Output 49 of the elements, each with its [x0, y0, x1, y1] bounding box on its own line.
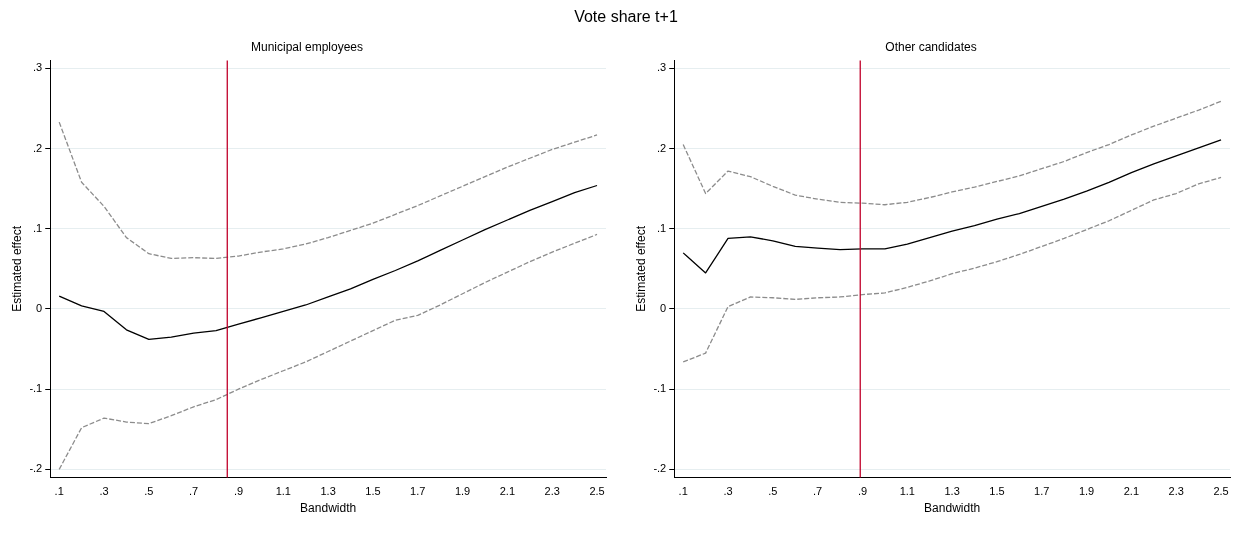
x-tick-label: .3: [99, 485, 109, 498]
x-tick-label: 2.3: [544, 485, 560, 498]
x-tick-label: .9: [857, 485, 868, 498]
x-tick-label: 2.1: [1123, 485, 1140, 498]
x-tick-label: 1.1: [899, 485, 915, 498]
x-tick-label: .1: [678, 485, 688, 498]
x-tick-label: 2.5: [1213, 485, 1229, 498]
x-tick-label: 1.9: [1078, 485, 1095, 498]
line-series: [682, 100, 1222, 206]
x-tick-label: 2.5: [589, 485, 605, 498]
x-tick-label: 2.3: [1168, 485, 1184, 498]
x-tick-label: 1.9: [454, 485, 471, 498]
y-tick-label: -.1: [29, 382, 43, 395]
y-axis-title: Estimated effect: [9, 225, 24, 312]
x-tick-label: 1.1: [275, 485, 291, 498]
y-tick-label: .1: [657, 221, 667, 234]
y-tick-label: 0: [660, 302, 667, 315]
x-tick-label: 1.5: [989, 485, 1005, 498]
y-tick-label: .2: [657, 141, 667, 154]
line-series: [58, 121, 598, 260]
chart-title: Municipal employees: [250, 39, 364, 54]
x-tick-label: 1.3: [320, 485, 336, 498]
y-tick-label: .3: [657, 61, 667, 74]
x-tick-label: 1.3: [944, 485, 960, 498]
x-tick-label: 1.7: [410, 485, 426, 498]
x-tick-label: .5: [144, 485, 154, 498]
line-series: [682, 176, 1222, 363]
x-tick-label: .7: [189, 485, 199, 498]
x-tick-label: 1.5: [365, 485, 381, 498]
y-tick-label: .1: [33, 221, 43, 234]
y-tick-label: -.2: [29, 462, 43, 475]
y-tick-label: -.1: [653, 382, 667, 395]
x-tick-label: 2.1: [499, 485, 516, 498]
x-tick-label: .3: [723, 485, 733, 498]
y-tick-label: -.2: [653, 462, 667, 475]
x-tick-label: 1.7: [1034, 485, 1050, 498]
y-tick-label: 0: [36, 302, 43, 315]
x-tick-label: .9: [233, 485, 244, 498]
x-tick-label: .1: [54, 485, 64, 498]
y-axis-title: Estimated effect: [633, 225, 648, 312]
chart-title: Other candidates: [885, 39, 977, 54]
x-tick-label: .5: [768, 485, 778, 498]
y-tick-label: .2: [33, 141, 43, 154]
y-tick-label: .3: [33, 61, 43, 74]
x-axis-title: Bandwidth: [924, 501, 981, 516]
x-tick-label: .7: [813, 485, 823, 498]
text: Vote share t+1: [573, 8, 679, 26]
x-axis-title: Bandwidth: [300, 501, 357, 516]
line-series: [58, 233, 598, 471]
